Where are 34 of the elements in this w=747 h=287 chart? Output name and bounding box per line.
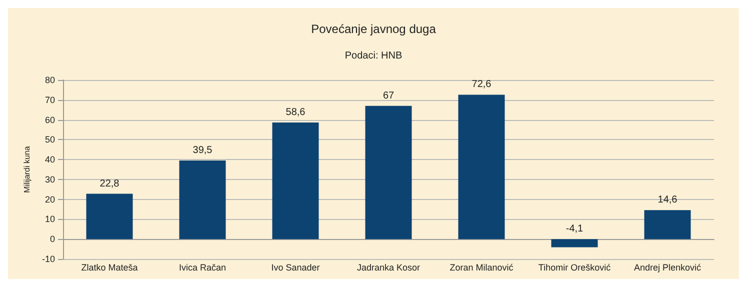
x-tick-label: Andrej Plenković: [634, 262, 702, 272]
bar: [458, 94, 505, 240]
x-tick-label: Tihomir Orešković: [538, 262, 612, 272]
bar: [272, 122, 319, 240]
bar: [179, 160, 226, 240]
data-label: 67: [382, 90, 394, 102]
y-tick-label: -10: [42, 254, 55, 264]
x-tick-label: Zlatko Mateša: [81, 262, 138, 272]
x-tick-label: Ivo Sanader: [271, 262, 320, 272]
data-label: 14,6: [658, 194, 678, 206]
y-tick-label: 70: [44, 94, 55, 105]
y-tick-label: 80: [44, 75, 55, 85]
data-label: 22,8: [100, 178, 120, 190]
y-tick-label: 20: [44, 194, 55, 204]
y-tick-label: 10: [44, 214, 55, 224]
data-label: 72,6: [472, 79, 492, 90]
y-tick-label: 30: [44, 174, 55, 184]
y-tick-label: 40: [44, 154, 55, 165]
x-tick-label: Jadranka Kosor: [356, 262, 420, 272]
x-tick-label: Ivica Račan: [178, 262, 226, 272]
chart-title: Povećanje javnog duga: [311, 22, 436, 36]
y-axis-title: Milijardi kuna: [22, 146, 32, 193]
y-tick-label: 60: [44, 114, 55, 125]
data-label: 58,6: [286, 107, 306, 118]
x-tick-label: Zoran Milanović: [450, 262, 514, 272]
data-label: 39,5: [192, 145, 213, 156]
bar: [365, 106, 412, 240]
y-tick-label: 50: [44, 134, 55, 145]
data-label: -4,1: [566, 224, 584, 235]
bar: [86, 194, 133, 240]
bar: [551, 239, 598, 248]
y-tick-label: 0: [50, 234, 55, 244]
bar: [644, 210, 691, 240]
chart-subtitle: Podaci: HNB: [344, 50, 402, 62]
